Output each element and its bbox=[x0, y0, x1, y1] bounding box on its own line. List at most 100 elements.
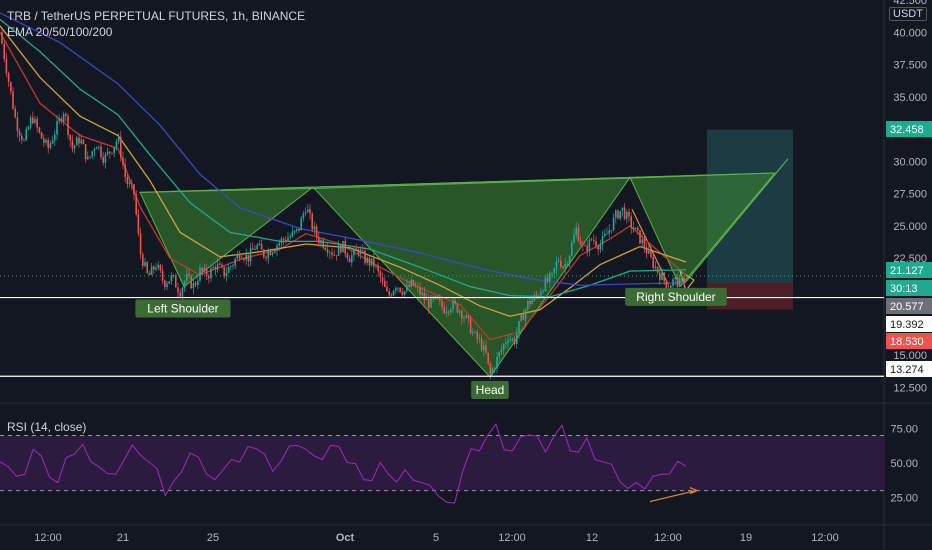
candle-body bbox=[117, 136, 120, 142]
pattern-label-0: Left Shoulder bbox=[135, 299, 231, 318]
candle-body bbox=[38, 127, 41, 133]
pattern-label-box bbox=[625, 287, 727, 306]
price-label-1: 21.127 bbox=[886, 262, 932, 278]
candle-body bbox=[445, 311, 448, 314]
candle-body bbox=[120, 136, 122, 158]
time-tick-label: 12:00 bbox=[654, 532, 682, 544]
candle-body bbox=[62, 113, 65, 122]
candle-body bbox=[58, 118, 60, 122]
price-tick-label: 37.500 bbox=[893, 60, 927, 72]
candle-body bbox=[654, 266, 657, 268]
candle-body bbox=[463, 317, 465, 319]
price-tick-label: 27.500 bbox=[893, 189, 927, 201]
rsi-tick-label: 50.00 bbox=[890, 458, 918, 470]
candle-body bbox=[502, 344, 505, 350]
time-tick-label: 12:00 bbox=[34, 532, 62, 544]
candle-body bbox=[377, 265, 379, 272]
candle-body bbox=[318, 236, 320, 244]
candle-body bbox=[324, 247, 327, 250]
candle-body bbox=[373, 258, 375, 267]
candle-body bbox=[249, 248, 252, 262]
candle-body bbox=[359, 249, 362, 255]
candle-body bbox=[637, 227, 639, 231]
candle-body bbox=[621, 207, 624, 211]
price-tick-label: 35.000 bbox=[893, 92, 927, 104]
rsi-indicator-label[interactable]: RSI (14, close) bbox=[7, 420, 87, 434]
candle-body bbox=[439, 298, 441, 301]
candle-body bbox=[23, 139, 25, 141]
candle-body bbox=[71, 140, 74, 149]
candle-body bbox=[421, 292, 423, 295]
candle-body bbox=[49, 143, 52, 149]
price-marker-arrow bbox=[679, 269, 695, 292]
candle-body bbox=[139, 233, 142, 255]
candle-body bbox=[241, 258, 243, 259]
candle-body bbox=[311, 213, 313, 230]
candle-body bbox=[452, 300, 454, 310]
candle-body bbox=[368, 257, 371, 266]
price-label-text: 19.392 bbox=[890, 319, 924, 331]
candle-body bbox=[1, 32, 3, 44]
candle-body bbox=[362, 249, 364, 251]
candle-body bbox=[304, 212, 307, 214]
candle-body bbox=[419, 287, 421, 295]
candle-body bbox=[546, 277, 549, 282]
candle-body bbox=[447, 311, 450, 313]
candle-body bbox=[672, 279, 674, 286]
candle-body bbox=[500, 349, 503, 353]
candle-body bbox=[194, 283, 197, 286]
candle-body bbox=[410, 279, 412, 287]
candlestick-series bbox=[1, 28, 685, 380]
candle-body bbox=[159, 264, 162, 271]
candle-body bbox=[7, 73, 10, 82]
candle-body bbox=[417, 286, 419, 288]
candle-body bbox=[14, 108, 16, 118]
candle-body bbox=[291, 231, 294, 237]
symbol-title[interactable]: TRB / TetherUS PERPETUAL FUTURES, 1h, BI… bbox=[7, 9, 306, 23]
pattern-labels: Left Shoulder Head Right Shoulder bbox=[135, 287, 727, 399]
candle-body bbox=[161, 270, 164, 281]
candle-body bbox=[155, 267, 157, 270]
ema200-line bbox=[0, 12, 687, 286]
ema20-line bbox=[0, 31, 687, 341]
candle-body bbox=[203, 267, 206, 272]
candle-body bbox=[3, 43, 5, 59]
candle-body bbox=[252, 248, 254, 250]
price-tick-label: 15.000 bbox=[893, 350, 927, 362]
candle-body bbox=[179, 292, 181, 297]
candle-body bbox=[254, 249, 256, 250]
candle-body bbox=[124, 164, 126, 177]
candle-body bbox=[491, 368, 494, 374]
candle-body bbox=[397, 287, 399, 289]
candle-body bbox=[577, 227, 580, 241]
candle-body bbox=[258, 243, 261, 246]
time-tick-label: Oct bbox=[336, 532, 355, 544]
pattern-label-1: Head bbox=[471, 381, 509, 399]
candle-body bbox=[45, 139, 47, 143]
rsi-tick-label: 75.00 bbox=[890, 424, 918, 436]
candle-body bbox=[401, 291, 404, 295]
candle-body bbox=[47, 139, 49, 149]
candle-body bbox=[357, 249, 360, 255]
candle-body bbox=[5, 58, 8, 74]
candle-body bbox=[617, 210, 619, 219]
candle-body bbox=[465, 315, 467, 318]
currency-badge[interactable]: USDT bbox=[889, 7, 927, 21]
candle-body bbox=[56, 121, 58, 135]
candle-body bbox=[674, 277, 676, 280]
ema-indicator-label[interactable]: EMA 20/50/100/200 bbox=[7, 25, 113, 39]
price-tick-label: 12.500 bbox=[893, 382, 927, 394]
candle-body bbox=[296, 228, 298, 231]
candle-body bbox=[604, 233, 606, 237]
candle-body bbox=[681, 277, 683, 279]
candle-body bbox=[648, 250, 650, 254]
candle-body bbox=[535, 295, 538, 296]
pattern-shape-3 bbox=[139, 172, 776, 193]
candle-body bbox=[540, 291, 542, 296]
price-label-0: 32.458 bbox=[886, 121, 932, 137]
price-label-box bbox=[886, 316, 932, 332]
candle-body bbox=[456, 303, 459, 313]
candle-body bbox=[76, 137, 78, 146]
candle-body bbox=[331, 252, 333, 256]
